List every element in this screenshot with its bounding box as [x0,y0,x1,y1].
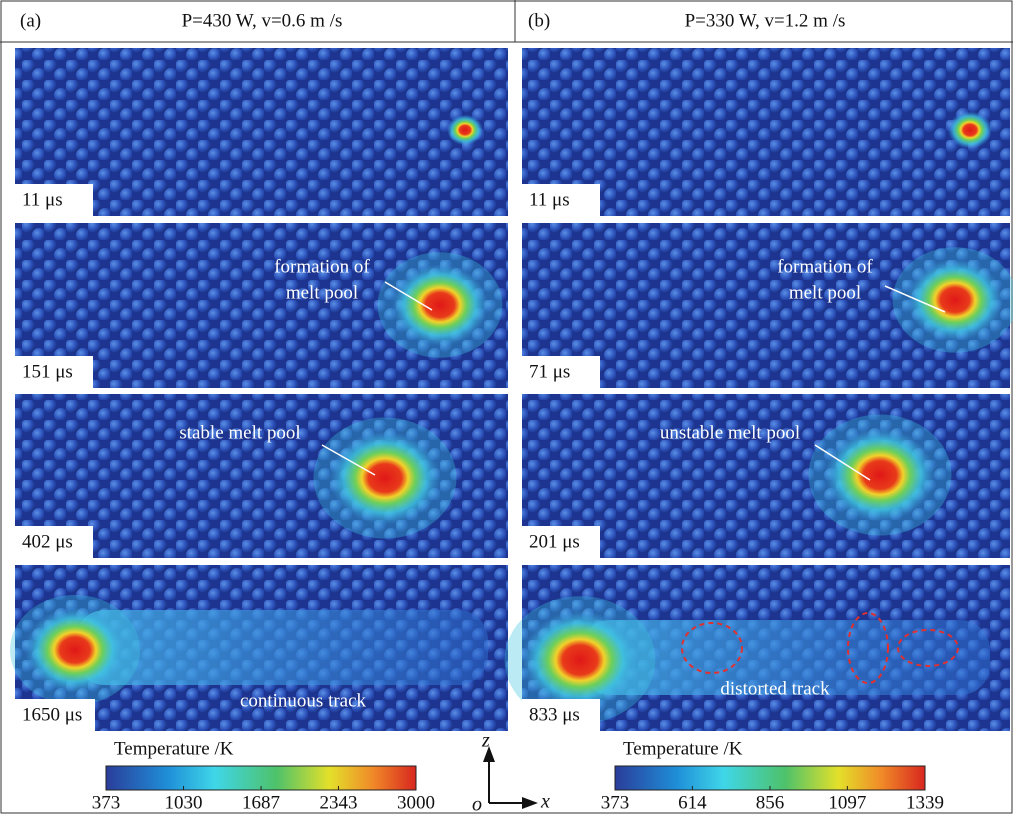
annotation: unstable melt pool [660,422,800,443]
melt-pool [825,428,935,522]
time-label: 11 μs [22,189,63,210]
melt-pool [330,431,440,525]
colorbar-tick-label: 1030 [165,792,203,813]
colorbar-tick-label: 1097 [828,792,866,813]
annotation: formation of [777,256,873,277]
annotation: melt pool [286,282,358,303]
colorbar-tick-label: 2343 [319,792,357,813]
annotation: formation of [274,256,370,277]
colorbar-tick-label: 373 [92,792,121,813]
melt-pool [25,608,125,693]
annotation: continuous track [240,690,367,711]
melt-pool [907,259,1003,341]
panel-label: (a) [20,10,41,31]
colorbar-tick-label: 373 [601,792,630,813]
panel-label: (b) [528,10,550,31]
colorbar-tick-label: 1339 [906,792,944,813]
colorbar-tick-label: 856 [756,792,785,813]
time-label: 1650 μs [22,704,82,725]
time-label: 11 μs [529,189,570,210]
axis-label: o [472,794,482,814]
colorbar-title: Temperature /K [623,738,743,759]
melt-pool [447,115,483,146]
annotation: stable melt pool [179,422,300,443]
colorbar-title: Temperature /K [114,738,234,759]
panel-condition: P=430 W, v=0.6 m /s [182,10,343,31]
time-label: 201 μs [529,531,580,552]
melt-pool [522,611,638,710]
time-label: 151 μs [22,361,73,382]
figure: (a) P=430 W, v=0.6 m /s 11 μs 151 μs formati… [0,0,1013,814]
colorbar-tick-label: 1687 [242,792,280,813]
time-label: 402 μs [22,531,73,552]
arrow-head [522,797,538,809]
time-label: 71 μs [529,361,570,382]
time-label: 833 μs [529,704,580,725]
panel-condition: P=330 W, v=1.2 m /s [685,10,846,31]
colorbar-tick-label: 614 [678,792,707,813]
annotation: melt pool [789,282,861,303]
axis-label: x [540,791,550,813]
melt-pool [392,264,488,346]
melt-pool [948,111,992,148]
axis-label: z [481,730,490,752]
colorbar-tick-label: 3000 [397,792,435,813]
annotation: distorted track [720,678,830,699]
